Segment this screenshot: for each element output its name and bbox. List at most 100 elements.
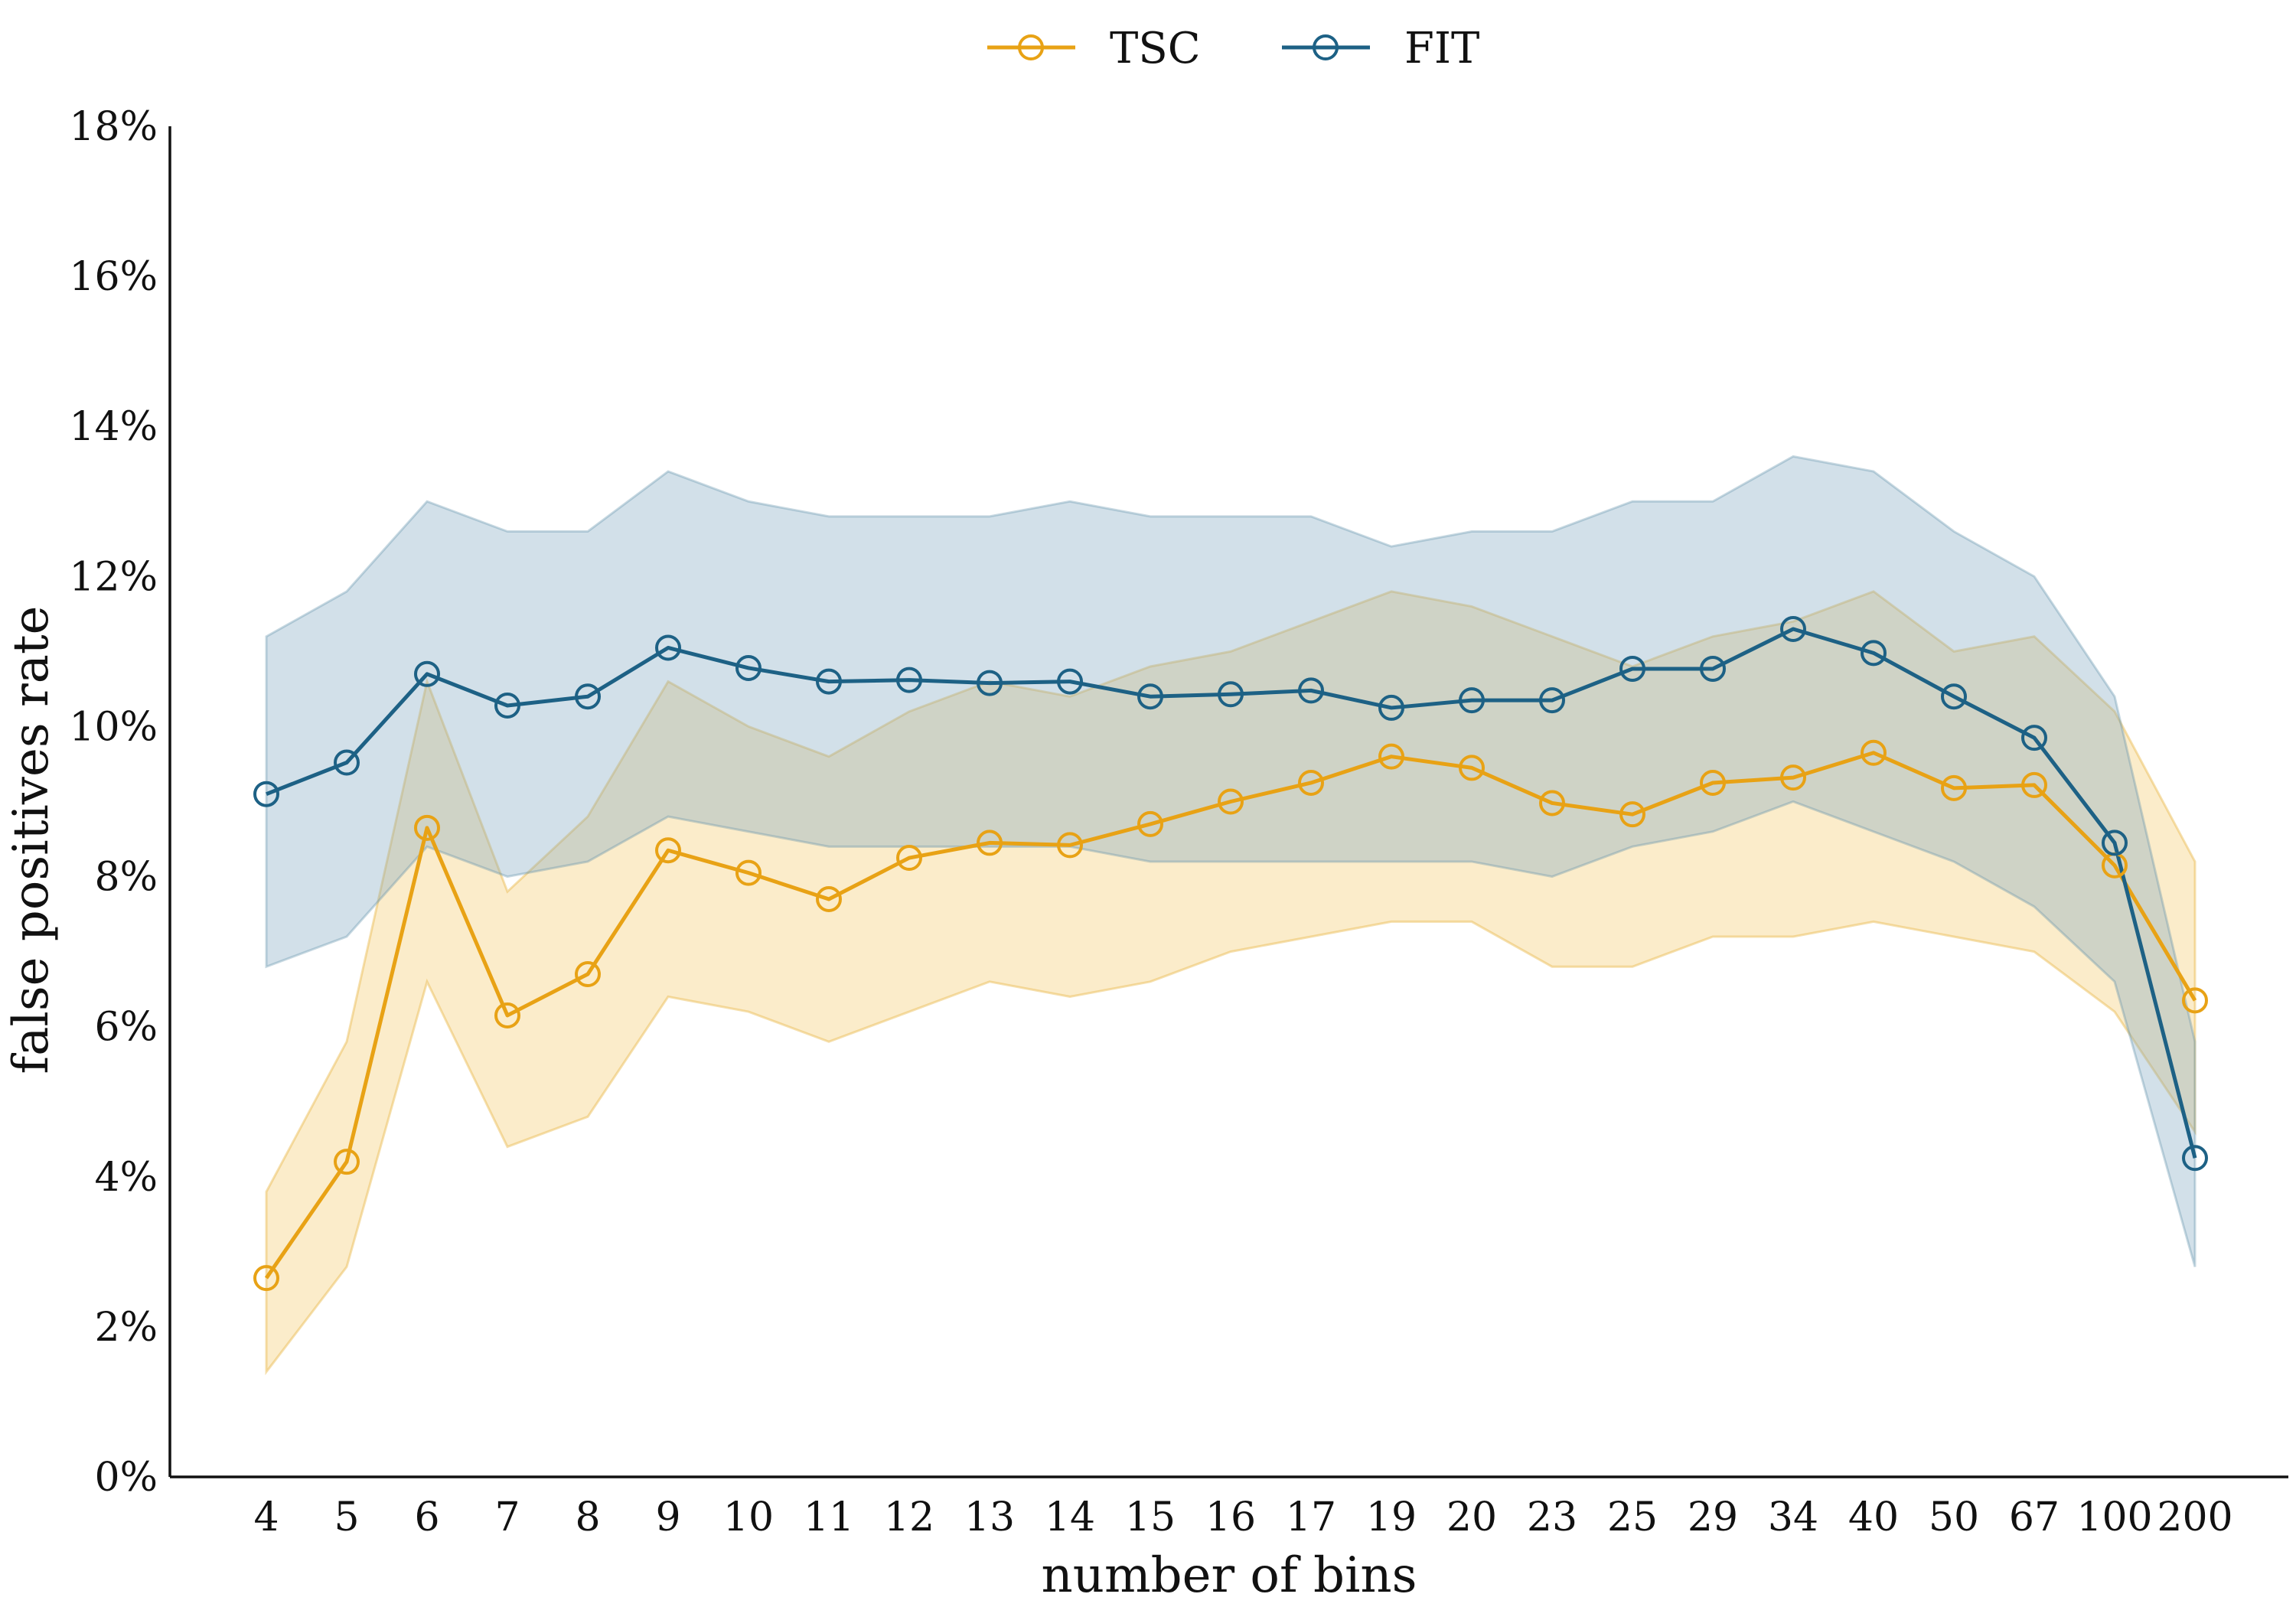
point-tsc-29 — [1700, 769, 1726, 796]
x-tick-label: 200 — [2157, 1495, 2232, 1540]
point-fit-4 — [253, 781, 279, 807]
x-tick-label: 29 — [1688, 1495, 1738, 1540]
point-tsc-4 — [253, 1265, 279, 1292]
series-markers — [253, 615, 2208, 1292]
point-tsc-67 — [2021, 771, 2047, 798]
legend-item-fit: FIT — [1282, 24, 1479, 73]
point-fit-19 — [1378, 694, 1404, 721]
x-tick-label: 8 — [575, 1495, 600, 1540]
y-tick-label: 10% — [69, 704, 158, 750]
legend-label: FIT — [1404, 24, 1479, 73]
axes: 0%2%4%6%8%10%12%14%16%18%4 5 6 7 8 9 10 11 12 13 1… — [69, 104, 2288, 1540]
line-tsc — [264, 751, 2197, 1279]
point-tsc-23 — [1539, 790, 1565, 817]
point-fit-50 — [1941, 683, 1967, 710]
legend-marker — [1018, 34, 1044, 60]
point-tsc-20 — [1459, 755, 1485, 781]
y-tick-label: 6% — [95, 1005, 158, 1051]
point-fit-6 — [414, 660, 440, 687]
x-tick-label: 15 — [1125, 1495, 1176, 1540]
point-fit-8 — [575, 683, 601, 710]
x-tick-label: 20 — [1446, 1495, 1497, 1540]
x-tick-label: 7 — [494, 1495, 520, 1540]
x-tick-label: 19 — [1366, 1495, 1417, 1540]
x-tick-label: 50 — [1929, 1495, 1979, 1540]
point-tsc-6 — [414, 814, 440, 841]
point-fit-100 — [2102, 830, 2128, 856]
y-tick-label: 18% — [69, 104, 158, 150]
point-fit-29 — [1700, 655, 1726, 682]
y-tick-label: 12% — [69, 554, 158, 600]
point-fit-25 — [1619, 655, 1645, 682]
confidence-bands — [265, 455, 2197, 1376]
x-tick-label: 100 — [2076, 1495, 2152, 1540]
point-tsc-200 — [2182, 987, 2208, 1014]
point-fit-12 — [896, 667, 922, 693]
y-tick-label: 2% — [95, 1305, 158, 1351]
x-tick-label: 12 — [884, 1495, 934, 1540]
point-fit-23 — [1539, 687, 1565, 714]
point-tsc-8 — [575, 961, 601, 988]
band-tsc — [265, 590, 2197, 1376]
point-fit-7 — [494, 692, 520, 719]
x-tick-label: 16 — [1205, 1495, 1256, 1540]
point-tsc-40 — [1861, 739, 1887, 766]
point-fit-10 — [735, 654, 762, 681]
x-tick-label: 23 — [1527, 1495, 1577, 1540]
legend-label: TSC — [1110, 24, 1201, 73]
y-tick-label: 8% — [95, 855, 158, 901]
point-tsc-5 — [334, 1149, 360, 1175]
point-fit-200 — [2182, 1145, 2208, 1172]
point-fit-20 — [1459, 687, 1485, 714]
point-tsc-50 — [1941, 774, 1967, 801]
x-tick-label: 34 — [1768, 1495, 1818, 1540]
legend-item-tsc: TSC — [987, 24, 1201, 73]
band-fit — [265, 455, 2197, 1267]
y-tick-label: 4% — [95, 1155, 158, 1201]
series-lines — [264, 627, 2197, 1279]
point-fit-40 — [1861, 640, 1887, 667]
point-tsc-9 — [655, 837, 681, 864]
legend-marker — [1313, 34, 1339, 60]
point-fit-14 — [1057, 668, 1083, 695]
point-tsc-34 — [1780, 764, 1806, 791]
point-tsc-15 — [1137, 810, 1163, 837]
point-tsc-16 — [1218, 788, 1244, 815]
point-fit-15 — [1137, 683, 1163, 710]
point-tsc-12 — [896, 845, 922, 872]
x-tick-label: 13 — [964, 1495, 1015, 1540]
point-fit-67 — [2021, 725, 2047, 751]
point-tsc-7 — [494, 1002, 520, 1028]
line-fit — [266, 627, 2197, 1159]
x-tick-label: 67 — [2009, 1495, 2060, 1540]
x-tick-label: 5 — [334, 1495, 359, 1540]
point-fit-13 — [977, 670, 1003, 696]
point-fit-9 — [655, 634, 681, 661]
point-fit-5 — [334, 749, 360, 776]
x-tick-label: 10 — [723, 1495, 774, 1540]
point-tsc-19 — [1378, 743, 1404, 770]
point-fit-34 — [1780, 615, 1806, 642]
point-tsc-17 — [1298, 769, 1324, 796]
x-tick-label: 17 — [1286, 1495, 1336, 1540]
point-tsc-10 — [735, 859, 762, 886]
point-tsc-11 — [816, 885, 842, 912]
y-tick-label: 16% — [69, 254, 158, 300]
y-tick-label: 14% — [69, 404, 158, 450]
point-fit-11 — [816, 668, 842, 695]
x-tick-label: 25 — [1607, 1495, 1658, 1540]
point-fit-16 — [1218, 681, 1244, 708]
x-tick-label: 9 — [655, 1495, 680, 1540]
point-tsc-14 — [1057, 832, 1083, 859]
point-tsc-13 — [977, 830, 1003, 856]
x-tick-label: 4 — [253, 1495, 279, 1540]
y-axis-label: false positives rate — [3, 606, 60, 1074]
legend: TSC FIT — [987, 24, 1479, 73]
x-tick-label: 11 — [804, 1495, 854, 1540]
x-tick-label: 40 — [1848, 1495, 1899, 1540]
x-tick-label: 6 — [414, 1495, 439, 1540]
y-tick-label: 0% — [95, 1455, 158, 1501]
x-tick-label: 14 — [1045, 1495, 1095, 1540]
x-axis-label: number of bins — [1042, 1547, 1417, 1604]
